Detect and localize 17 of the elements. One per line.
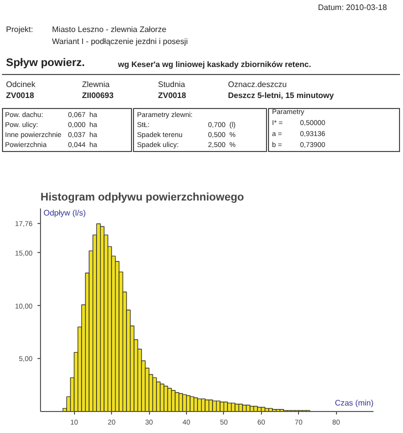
text: Wariant I - podłączenie jezdni i posesji — [52, 36, 188, 48]
chart-title: Histogram odpływu powierzchniowego — [40, 192, 244, 204]
text: Oznacz.deszczu — [228, 79, 287, 90]
text: Studnia — [158, 79, 186, 90]
x-axis-title: Czas (min) — [334, 398, 374, 408]
text: ZV0018 — [158, 90, 186, 102]
text: Spływ powierz. — [6, 56, 85, 71]
text: Projekt: — [6, 24, 34, 36]
text: Deszcz 5-letni, 15 minutowy — [228, 90, 334, 102]
y-axis-title: Odpływ (l/s) — [44, 208, 86, 218]
text: ZV0018 — [6, 90, 34, 102]
text: Zlewnia — [82, 79, 110, 90]
text: wg Keser'a wg liniowej kaskady zbiorników retenc. — [118, 59, 312, 70]
text: ZII00693 — [82, 90, 114, 102]
text: Datum: 2010-03-18 — [318, 2, 387, 14]
text: Miasto Leszno - zlewnia Załorze — [52, 24, 166, 36]
text: Odcinek — [6, 79, 36, 90]
